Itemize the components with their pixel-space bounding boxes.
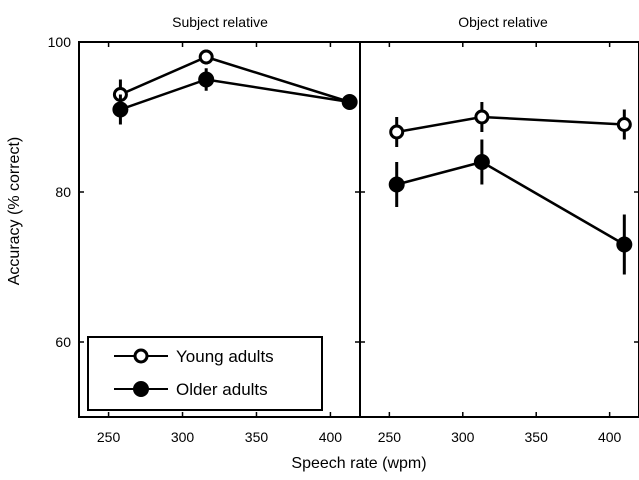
y-tick-label: 80 bbox=[55, 184, 71, 200]
x-tick-label: 300 bbox=[171, 429, 195, 445]
data-point-older bbox=[388, 176, 405, 193]
series-line-young-panel-0 bbox=[119, 55, 351, 104]
panel-frame-1 bbox=[359, 41, 639, 418]
x-axis-label: Speech rate (wpm) bbox=[291, 455, 426, 472]
legend-label-young: Young adults bbox=[176, 347, 274, 366]
data-point-older bbox=[341, 94, 358, 110]
x-tick-label: 400 bbox=[598, 429, 622, 445]
data-point-older bbox=[473, 154, 490, 170]
data-point-young bbox=[389, 124, 405, 140]
legend-marker-young bbox=[133, 348, 149, 364]
series-line-older-panel-1 bbox=[396, 160, 625, 246]
x-tick-label: 300 bbox=[451, 429, 475, 445]
y-axis-label: Accuracy (% correct) bbox=[6, 137, 23, 285]
series-line-older-panel-0 bbox=[119, 78, 350, 111]
y-tick-label: 100 bbox=[48, 34, 72, 50]
data-point-older bbox=[616, 236, 633, 253]
x-tick-label: 350 bbox=[245, 429, 269, 445]
legend-label-older: Older adults bbox=[176, 380, 268, 399]
x-tick-label: 250 bbox=[378, 429, 402, 445]
y-tick-label: 60 bbox=[55, 334, 71, 350]
x-tick-label: 400 bbox=[319, 429, 343, 445]
data-point-young bbox=[198, 49, 214, 65]
data-point-young bbox=[616, 117, 632, 132]
legend-box bbox=[87, 336, 323, 411]
panel-title-subject-relative: Subject relative bbox=[172, 14, 268, 30]
data-point-young bbox=[474, 109, 490, 125]
data-point-older bbox=[112, 101, 129, 118]
x-tick-label: 350 bbox=[525, 429, 549, 445]
data-point-older bbox=[198, 71, 215, 88]
panel-title-object-relative: Object relative bbox=[458, 14, 548, 30]
legend: Young adults Older adults bbox=[87, 336, 323, 411]
series-line-young-panel-1 bbox=[396, 115, 625, 134]
legend-marker-older bbox=[133, 381, 149, 397]
x-tick-label: 250 bbox=[97, 429, 121, 445]
